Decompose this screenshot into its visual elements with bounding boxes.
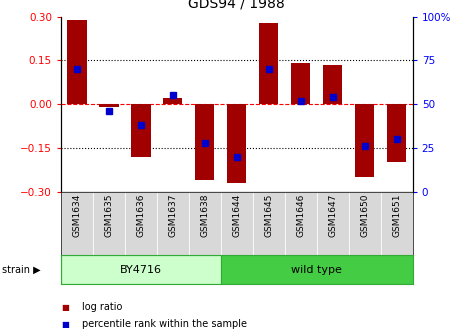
Text: GSM1635: GSM1635 xyxy=(105,194,113,237)
Text: GDS94 / 1988: GDS94 / 1988 xyxy=(189,0,285,10)
Bar xyxy=(317,192,349,255)
Bar xyxy=(387,104,406,162)
Bar xyxy=(221,255,413,284)
Bar xyxy=(323,65,342,104)
Text: GSM1651: GSM1651 xyxy=(392,194,401,237)
Text: strain ▶: strain ▶ xyxy=(2,265,41,275)
Bar xyxy=(291,64,310,104)
Bar xyxy=(355,104,374,177)
Bar xyxy=(195,104,214,180)
Text: GSM1650: GSM1650 xyxy=(360,194,369,237)
Text: GSM1646: GSM1646 xyxy=(296,194,305,237)
Text: ■: ■ xyxy=(61,320,69,329)
Bar xyxy=(68,20,87,104)
Text: BY4716: BY4716 xyxy=(120,265,162,275)
Bar xyxy=(227,104,246,183)
Bar xyxy=(221,192,253,255)
Bar xyxy=(93,192,125,255)
Text: log ratio: log ratio xyxy=(82,302,122,312)
Bar xyxy=(349,192,381,255)
Bar xyxy=(99,104,119,107)
Bar xyxy=(259,23,279,104)
Bar xyxy=(125,192,157,255)
Text: ■: ■ xyxy=(61,303,69,312)
Bar xyxy=(163,98,182,104)
Text: wild type: wild type xyxy=(291,265,342,275)
Bar xyxy=(189,192,221,255)
Bar xyxy=(253,192,285,255)
Text: GSM1638: GSM1638 xyxy=(200,194,209,237)
Bar xyxy=(61,255,221,284)
Text: GSM1637: GSM1637 xyxy=(168,194,177,237)
Bar xyxy=(381,192,413,255)
Text: GSM1634: GSM1634 xyxy=(72,194,82,237)
Text: percentile rank within the sample: percentile rank within the sample xyxy=(82,319,247,329)
Text: GSM1644: GSM1644 xyxy=(232,194,242,237)
Bar xyxy=(131,104,151,157)
Bar xyxy=(285,192,317,255)
Bar xyxy=(61,192,93,255)
Text: GSM1636: GSM1636 xyxy=(136,194,145,237)
Text: GSM1645: GSM1645 xyxy=(265,194,273,237)
Text: GSM1647: GSM1647 xyxy=(328,194,337,237)
Bar xyxy=(157,192,189,255)
